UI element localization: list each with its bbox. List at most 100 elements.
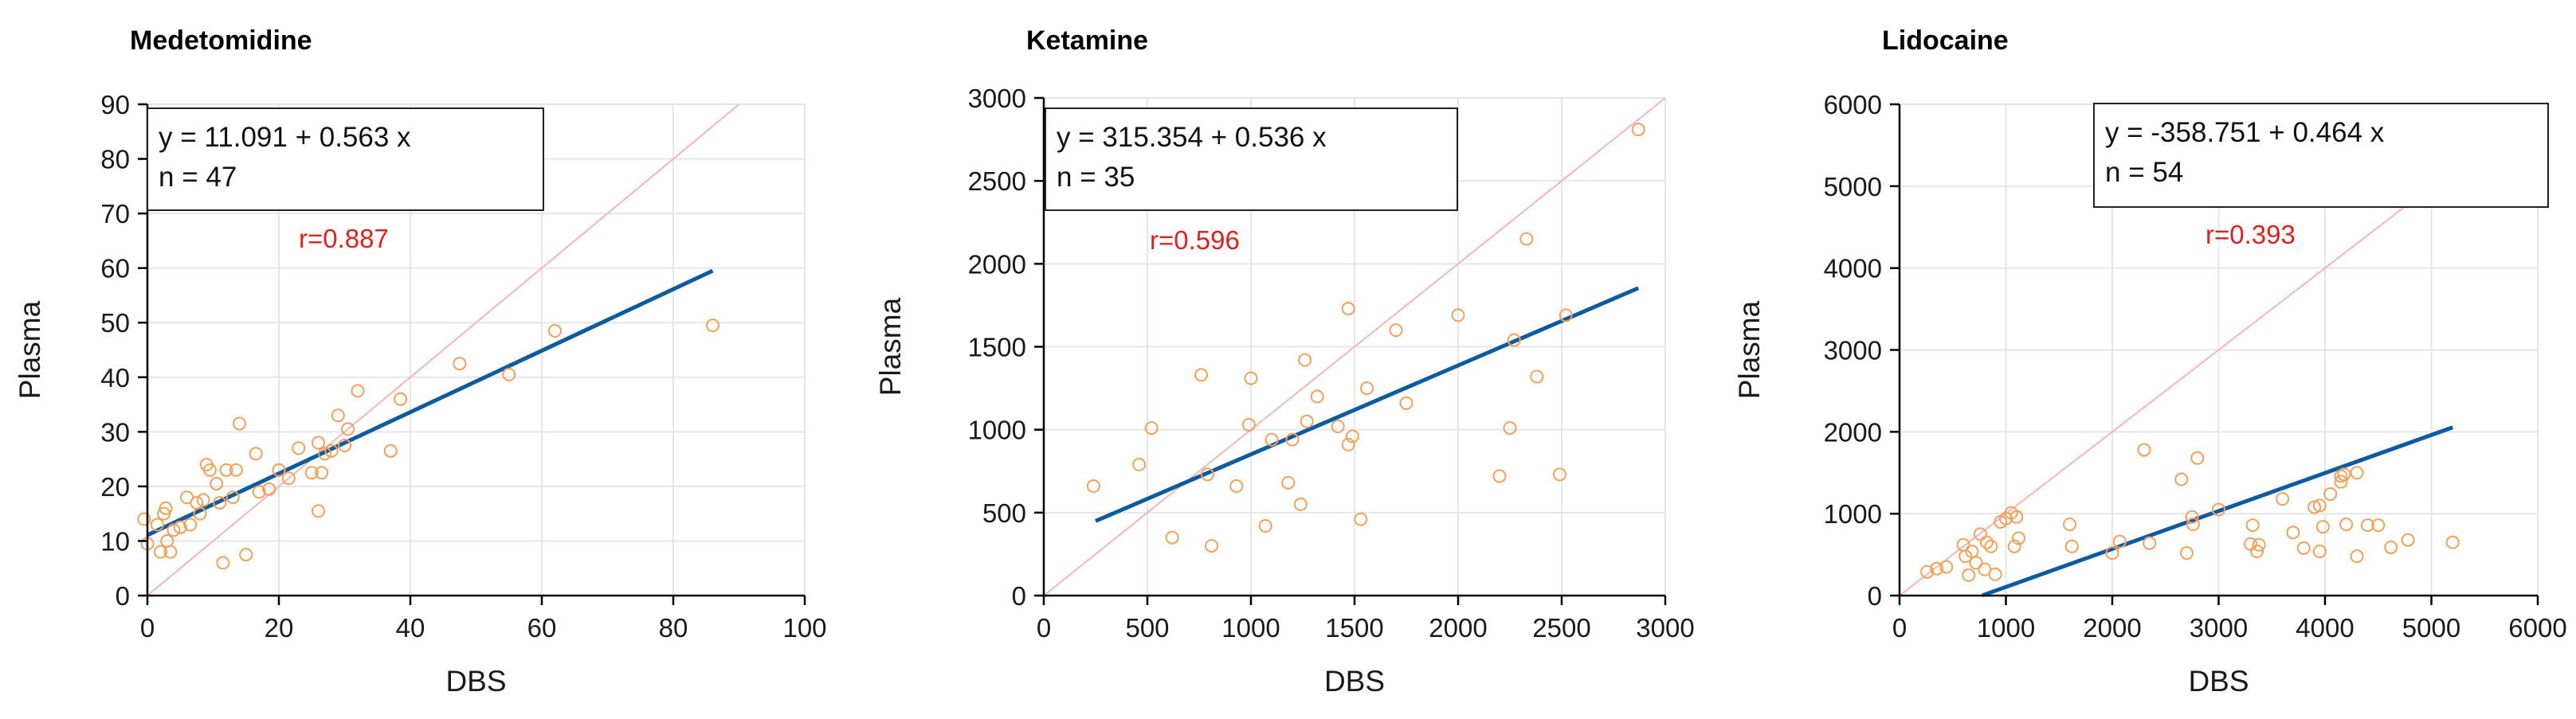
data-point <box>1399 396 1413 410</box>
data-point <box>2350 549 2364 564</box>
data-point <box>1165 530 1179 545</box>
data-point <box>1503 421 1517 436</box>
data-point <box>304 466 319 480</box>
y-axis-label: Plasma <box>1733 300 1766 399</box>
data-point <box>1258 519 1272 533</box>
data-point <box>1507 333 1521 347</box>
data-point <box>315 466 329 480</box>
regression-line <box>1095 286 1640 523</box>
equation-box <box>1045 107 1458 211</box>
data-point <box>2212 502 2225 517</box>
sample-size-label: n = 47 <box>159 162 237 193</box>
data-point <box>2384 540 2398 554</box>
data-point <box>548 324 562 338</box>
x-tick-label: 3000 <box>1636 613 1694 643</box>
data-point <box>331 408 345 423</box>
data-point <box>2445 535 2460 549</box>
data-point <box>281 471 296 486</box>
y-tick-label: 0 <box>1868 581 1882 611</box>
data-point <box>159 501 173 515</box>
y-tick-label: 70 <box>100 199 130 229</box>
chart-title: Ketamine <box>1026 25 1148 56</box>
data-point <box>1229 479 1244 493</box>
data-point <box>2185 510 2199 524</box>
y-tick-label: 10 <box>100 526 130 556</box>
data-point <box>1631 123 1645 137</box>
chart-title: Medetomidine <box>130 25 312 56</box>
x-tick-label: 500 <box>1125 613 1169 643</box>
data-point <box>312 504 325 518</box>
data-point <box>1345 429 1359 444</box>
data-point <box>312 436 325 450</box>
x-tick-label: 2000 <box>2083 613 2141 643</box>
data-point <box>338 438 351 452</box>
data-point <box>239 548 253 562</box>
regression-equation: y = 11.091 + 0.563 x <box>159 122 411 153</box>
data-point <box>1298 353 1312 367</box>
data-point <box>2112 534 2127 549</box>
data-point <box>2350 466 2364 480</box>
data-point <box>2334 469 2348 483</box>
y-tick-label: 2000 <box>968 249 1026 279</box>
data-point <box>1310 389 1324 404</box>
data-point <box>229 463 243 477</box>
data-point <box>272 463 286 477</box>
data-point <box>2245 518 2260 533</box>
y-tick-label: 40 <box>100 363 130 393</box>
data-point <box>196 493 210 507</box>
data-point <box>154 545 167 559</box>
data-point <box>1984 539 1998 553</box>
y-tick-label: 6000 <box>1824 90 1882 119</box>
data-point <box>1389 323 1403 338</box>
regression-line <box>146 268 714 537</box>
data-point <box>1194 368 1209 382</box>
panel-1: 0 500 1000 1500 2000 2500 3000 0 500 1000 1500 2000… <box>874 25 1695 698</box>
data-point <box>1264 432 1279 447</box>
data-point <box>210 476 224 490</box>
x-tick-label: 4000 <box>2296 613 2354 643</box>
data-point <box>1300 414 1314 428</box>
data-point <box>351 384 365 398</box>
x-tick-label: 20 <box>265 613 294 643</box>
data-point <box>1293 497 1308 511</box>
y-tick-label: 50 <box>100 308 130 338</box>
x-tick-label: 0 <box>140 613 155 643</box>
regression-line <box>1982 425 2454 598</box>
x-tick-label: 5000 <box>2402 613 2460 643</box>
data-point <box>2339 518 2354 532</box>
x-tick-label: 1500 <box>1325 613 1383 643</box>
data-point <box>324 444 339 458</box>
data-point <box>706 318 719 333</box>
data-point <box>1492 469 1507 483</box>
data-point <box>1341 437 1355 451</box>
identity-line <box>147 104 740 596</box>
data-point <box>1360 381 1374 396</box>
data-point <box>1988 567 2002 581</box>
data-point <box>2063 518 2077 532</box>
data-point <box>1241 417 1256 432</box>
x-tick-label: 3000 <box>2190 613 2248 643</box>
data-point <box>2105 546 2119 561</box>
x-tick-label: 1000 <box>1977 613 2035 643</box>
data-point <box>2401 533 2415 547</box>
y-tick-label: 90 <box>100 90 130 119</box>
data-point <box>1200 467 1214 482</box>
data-point <box>2012 531 2026 545</box>
data-point <box>2143 536 2157 550</box>
data-point <box>262 482 276 496</box>
data-point <box>2009 510 2024 524</box>
equation-box <box>147 107 544 211</box>
data-point <box>1930 561 1944 576</box>
data-point <box>2190 451 2205 465</box>
data-point <box>2174 472 2189 486</box>
equation-box <box>2093 103 2549 208</box>
data-point <box>2286 526 2300 540</box>
data-point <box>2137 443 2151 457</box>
y-tick-label: 2000 <box>1824 417 1882 447</box>
data-point <box>1559 308 1573 322</box>
data-point <box>1132 457 1147 471</box>
data-point <box>1281 475 1296 490</box>
data-point <box>1331 420 1345 433</box>
regression-equation: y = -358.751 + 0.464 x <box>2105 117 2385 148</box>
y-tick-label: 4000 <box>1824 254 1882 283</box>
